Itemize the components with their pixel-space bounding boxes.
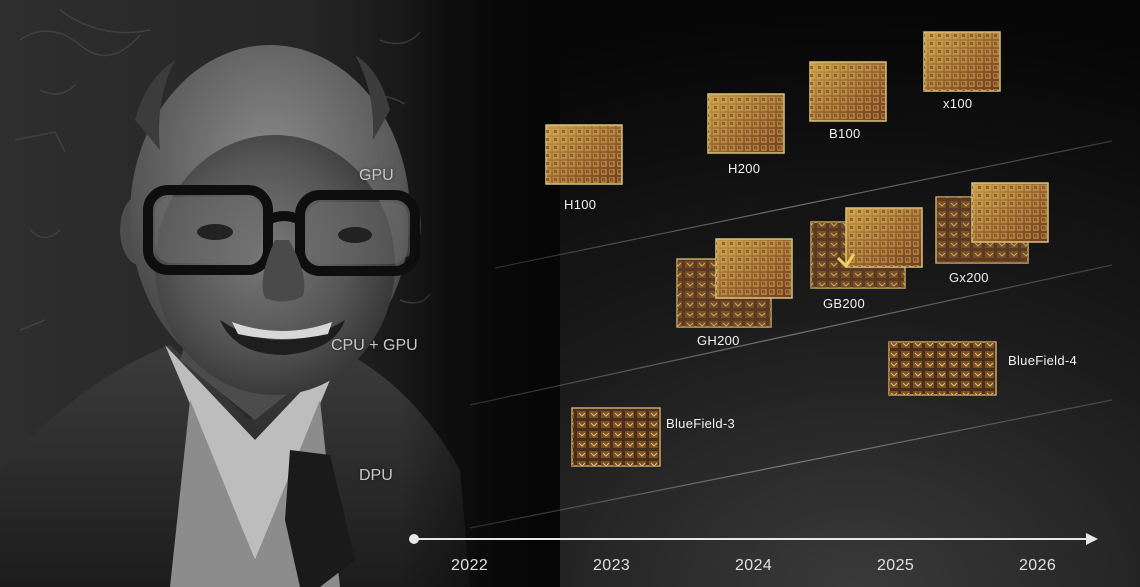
chip-label-h200: H200 (728, 161, 761, 176)
gpu-chip-icon (707, 93, 785, 154)
superchip-icon (810, 207, 923, 289)
category-label-gpu: GPU (359, 167, 394, 184)
dpu-chip-icon (888, 341, 997, 396)
category-label-dpu: DPU (359, 467, 393, 484)
chip-label-bluefield-3: BlueField-3 (666, 416, 736, 431)
chip-label-gx200: Gx200 (949, 270, 989, 285)
timeline-year-2024: 2024 (735, 557, 773, 574)
chip-label-gh200: GH200 (697, 333, 740, 348)
chip-label-b100: B100 (829, 126, 861, 141)
superchip-icon (676, 238, 793, 328)
timeline-year-2022: 2022 (451, 557, 489, 574)
gpu-chip-icon (923, 31, 1001, 92)
portrait-photo (0, 0, 560, 587)
superchip-icon (935, 182, 1049, 264)
chip-label-h100: H100 (564, 197, 597, 212)
gpu-chip-icon (809, 61, 887, 122)
gpu-chip-icon (545, 124, 623, 185)
separator-gpu-superchip (494, 140, 1113, 269)
chip-label-x100: x100 (943, 96, 973, 111)
timeline-year-2023: 2023 (593, 557, 631, 574)
timeline-arrow-icon (1086, 533, 1098, 545)
chip-label-gb200: GB200 (823, 296, 865, 311)
separator-dpu-bottom (469, 399, 1113, 529)
chip-label-bluefield-4: BlueField-4 (1008, 353, 1078, 368)
timeline-start-dot (409, 534, 419, 544)
category-label-cpu-gpu: CPU + GPU (331, 337, 418, 354)
separator-superchip-dpu (469, 264, 1113, 406)
timeline-year-2026: 2026 (1019, 557, 1057, 574)
timeline-year-2025: 2025 (877, 557, 915, 574)
dpu-chip-icon (571, 407, 661, 467)
